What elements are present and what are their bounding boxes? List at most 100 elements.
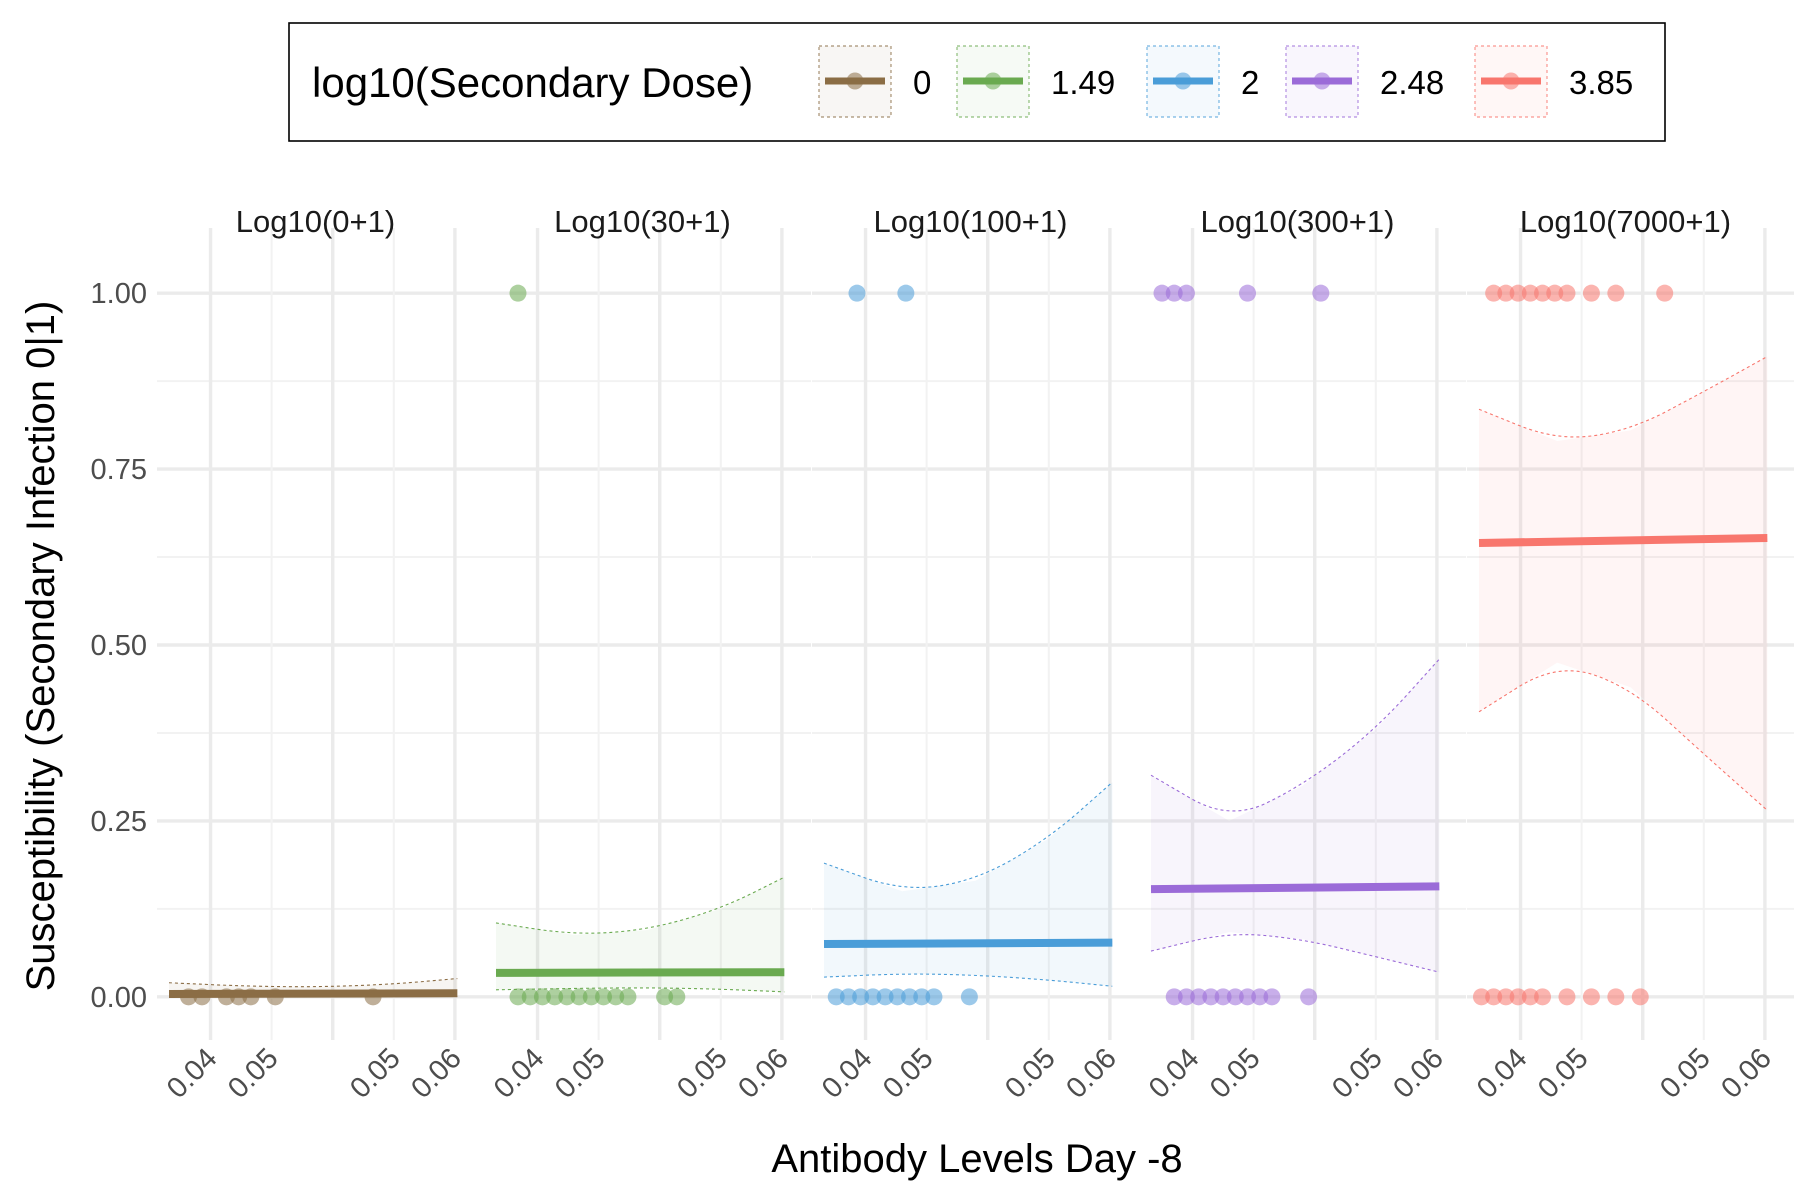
x-tick-label: 0.05 — [671, 1042, 734, 1105]
data-point — [1497, 988, 1515, 1006]
data-point — [888, 988, 906, 1006]
y-tick-label: 1.00 — [91, 278, 147, 310]
panel-strip-label: Log10(0+1) — [236, 204, 395, 239]
data-point — [848, 284, 866, 302]
x-tick-label: 0.04 — [1471, 1042, 1534, 1105]
fit-line — [1478, 534, 1768, 547]
data-point — [595, 988, 613, 1006]
data-point — [1472, 988, 1490, 1006]
data-point — [1214, 988, 1232, 1006]
data-point — [1190, 988, 1208, 1006]
data-point — [1251, 988, 1269, 1006]
panel-strip-label: Log10(30+1) — [554, 204, 731, 239]
confidence-band — [824, 782, 1113, 987]
legend: log10(Secondary Dose) 0 1.49 2 2.48 3.85 — [288, 22, 1666, 142]
data-point — [607, 988, 625, 1006]
x-tick-label: 0.06 — [1060, 1042, 1123, 1105]
fit-line — [168, 989, 458, 999]
data-point — [1300, 988, 1318, 1006]
data-point — [1165, 284, 1183, 302]
data-point — [558, 988, 576, 1006]
legend-key-point — [1502, 72, 1520, 90]
fit-line — [1150, 882, 1440, 894]
data-point — [852, 988, 870, 1006]
legend-entry-label: 0 — [913, 64, 931, 101]
confidence-lower-line — [823, 973, 1113, 987]
data-point — [1546, 284, 1564, 302]
legend-entry-label: 2.48 — [1380, 64, 1444, 101]
x-tick-label: 0.06 — [1715, 1042, 1778, 1105]
legend-entry-label: 3.85 — [1569, 64, 1633, 101]
data-point — [1521, 988, 1539, 1006]
data-point — [1521, 284, 1539, 302]
legend-entry-label: 1.49 — [1051, 64, 1115, 101]
confidence-upper-line — [1150, 658, 1440, 812]
data-point — [1607, 988, 1625, 1006]
x-tick-label: 0.06 — [405, 1042, 468, 1105]
data-point — [897, 284, 915, 302]
x-tick-label: 0.04 — [488, 1042, 551, 1105]
x-tick-label: 0.06 — [1387, 1042, 1450, 1105]
confidence-upper-line — [495, 876, 785, 934]
x-tick-label: 0.05 — [999, 1042, 1062, 1105]
data-point — [1177, 988, 1195, 1006]
x-tick-label: 0.05 — [1326, 1042, 1389, 1105]
data-point — [546, 988, 564, 1006]
data-point — [1607, 284, 1625, 302]
data-point — [656, 988, 674, 1006]
data-point — [864, 988, 882, 1006]
y-tick-label: 0.75 — [91, 454, 147, 486]
confidence-band — [496, 877, 785, 992]
fit-line — [823, 938, 1113, 949]
data-point — [1558, 284, 1576, 302]
confidence-lower-line — [1150, 934, 1440, 973]
data-point — [925, 988, 943, 1006]
data-point — [1263, 988, 1281, 1006]
data-point — [1202, 988, 1220, 1006]
facet-panel: Log10(0+1)0.040.05 0.050.06 — [157, 204, 484, 1105]
x-tick-label: 0.04 — [161, 1042, 224, 1105]
data-point — [960, 988, 978, 1006]
x-tick-label: 0.04 — [816, 1042, 879, 1105]
data-point — [1485, 988, 1503, 1006]
panel-strip-label: Log10(7000+1) — [1520, 204, 1731, 239]
data-point — [1582, 284, 1600, 302]
y-tick-label: 0.50 — [91, 630, 147, 662]
data-point — [1153, 284, 1171, 302]
x-tick-label: 0.05 — [222, 1042, 285, 1105]
legend-key-point — [1174, 72, 1192, 90]
data-point — [1239, 284, 1257, 302]
y-tick-label: 0.25 — [91, 806, 147, 838]
facet-panel: Log10(7000+1)0.040.05 0.050.06 — [1467, 204, 1794, 1105]
legend-key-point — [1313, 72, 1331, 90]
data-point — [619, 988, 637, 1006]
y-axis-title: Susceptibility (Secondary Infection 0|1) — [19, 301, 63, 992]
fit-line — [495, 968, 785, 977]
legend-entry-label: 2 — [1241, 64, 1259, 101]
data-point — [1509, 988, 1527, 1006]
data-point — [521, 988, 539, 1006]
x-tick-label: 0.05 — [877, 1042, 940, 1105]
data-point — [1534, 284, 1552, 302]
data-point — [1497, 284, 1515, 302]
confidence-band — [1151, 659, 1440, 973]
x-tick-label: 0.05 — [1532, 1042, 1595, 1105]
data-point — [1177, 284, 1195, 302]
facet-panel: Log10(100+1)0.040.05 0.050.06 — [812, 204, 1139, 1105]
panel-strip-label: Log10(300+1) — [1201, 204, 1395, 239]
data-point — [1312, 284, 1330, 302]
data-point — [839, 988, 857, 1006]
x-tick-label: 0.04 — [1143, 1042, 1206, 1105]
x-axis-title: Antibody Levels Day -8 — [771, 1137, 1182, 1181]
data-point — [1656, 284, 1674, 302]
data-point — [901, 988, 919, 1006]
data-point — [1534, 988, 1552, 1006]
confidence-lower-line — [1478, 670, 1768, 811]
legend-title: log10(Secondary Dose) — [312, 59, 753, 106]
data-point — [509, 988, 527, 1006]
data-point — [570, 988, 588, 1006]
data-point — [827, 988, 845, 1006]
data-point — [582, 988, 600, 1006]
data-point — [1509, 284, 1527, 302]
data-point — [1582, 988, 1600, 1006]
